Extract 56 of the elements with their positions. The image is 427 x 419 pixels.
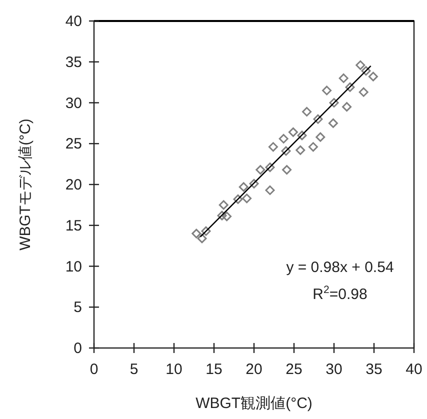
x-tick-label: 25 bbox=[286, 361, 302, 378]
x-tick-label: 20 bbox=[246, 361, 262, 378]
y-tick-label: 0 bbox=[74, 340, 82, 357]
annotation: R$^{2}$=0.98 bbox=[312, 284, 368, 303]
point bbox=[278, 134, 288, 144]
point bbox=[282, 165, 292, 175]
y-tick-label: 20 bbox=[65, 176, 82, 194]
point bbox=[358, 87, 368, 97]
point bbox=[297, 130, 307, 140]
point bbox=[201, 226, 211, 236]
point bbox=[222, 212, 232, 222]
point bbox=[342, 102, 352, 112]
point bbox=[238, 182, 248, 192]
point bbox=[192, 228, 202, 238]
point bbox=[313, 114, 323, 124]
point bbox=[329, 98, 339, 108]
point bbox=[217, 210, 227, 220]
point bbox=[322, 86, 332, 96]
point bbox=[338, 73, 348, 83]
x-tick-label: 10 bbox=[166, 361, 182, 378]
point bbox=[233, 194, 243, 204]
y-tick-label: 40 bbox=[65, 13, 82, 30]
y-tick-label: 15 bbox=[65, 217, 82, 234]
y-axis-title: WBGTモデル値(°C) bbox=[17, 118, 34, 250]
point bbox=[288, 127, 298, 137]
point bbox=[296, 145, 306, 155]
point bbox=[218, 200, 228, 210]
y-tick-label: 10 bbox=[65, 258, 82, 276]
point bbox=[242, 194, 252, 204]
point bbox=[256, 165, 266, 175]
point bbox=[316, 132, 326, 142]
x-tick-label: 30 bbox=[326, 361, 342, 378]
point bbox=[345, 82, 355, 92]
y-tick-label: 25 bbox=[65, 136, 82, 153]
point bbox=[281, 146, 291, 156]
point bbox=[265, 162, 275, 172]
x-tick-label: 0 bbox=[90, 361, 98, 378]
point bbox=[361, 66, 371, 76]
point bbox=[197, 234, 207, 244]
point bbox=[308, 142, 318, 152]
x-tick-label: 15 bbox=[206, 361, 222, 378]
y-tick-label: 30 bbox=[65, 94, 82, 112]
point bbox=[265, 185, 275, 195]
x-tick-label: 5 bbox=[130, 361, 138, 378]
x-tick-label: 35 bbox=[366, 361, 382, 378]
point bbox=[249, 178, 259, 188]
point bbox=[268, 142, 278, 152]
point bbox=[328, 118, 338, 128]
annotation: y = 0.98x + 0.54 bbox=[286, 259, 394, 276]
point bbox=[302, 106, 312, 116]
point bbox=[356, 60, 366, 70]
y-tick-label: 35 bbox=[65, 54, 82, 71]
x-tick-label: 40 bbox=[406, 361, 422, 378]
point bbox=[368, 72, 378, 82]
x-axis-title: WBGT観測値(°C) bbox=[196, 395, 312, 412]
y-tick-label: 5 bbox=[74, 299, 82, 316]
